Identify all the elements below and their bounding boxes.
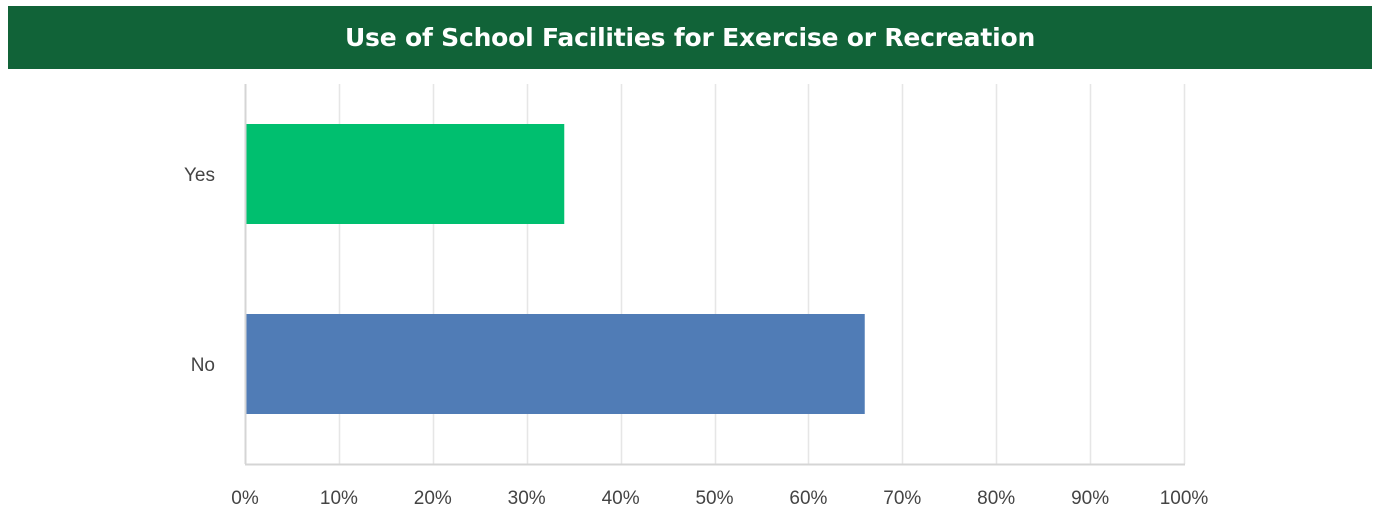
x-tick-label: 90% — [1071, 488, 1109, 509]
x-tick-label: 50% — [695, 488, 733, 509]
x-tick-label: 40% — [602, 488, 640, 509]
axes — [244, 84, 1185, 466]
chart-title: Use of School Facilities for Exercise or… — [344, 23, 1036, 52]
chart-title-bar: Use of School Facilities for Exercise or… — [8, 6, 1372, 69]
x-tick-label: 30% — [508, 488, 546, 509]
x-tick-label: 10% — [320, 488, 358, 509]
x-tick-label: 70% — [883, 488, 921, 509]
x-tick-label: 100% — [1160, 488, 1209, 509]
labels: 0% 10% 20% 30% 40% 50% 60% 70% 80% 90% 100% Yes No — [184, 165, 1208, 509]
x-tick-label: 60% — [789, 488, 827, 509]
x-tick-label: 20% — [414, 488, 452, 509]
category-label: Yes — [184, 165, 215, 186]
bars — [246, 124, 865, 414]
category-label: No — [191, 355, 215, 376]
bar-no — [246, 314, 865, 414]
x-tick-label: 0% — [231, 488, 259, 509]
bar-yes — [246, 124, 565, 224]
x-tick-label: 80% — [977, 488, 1015, 509]
